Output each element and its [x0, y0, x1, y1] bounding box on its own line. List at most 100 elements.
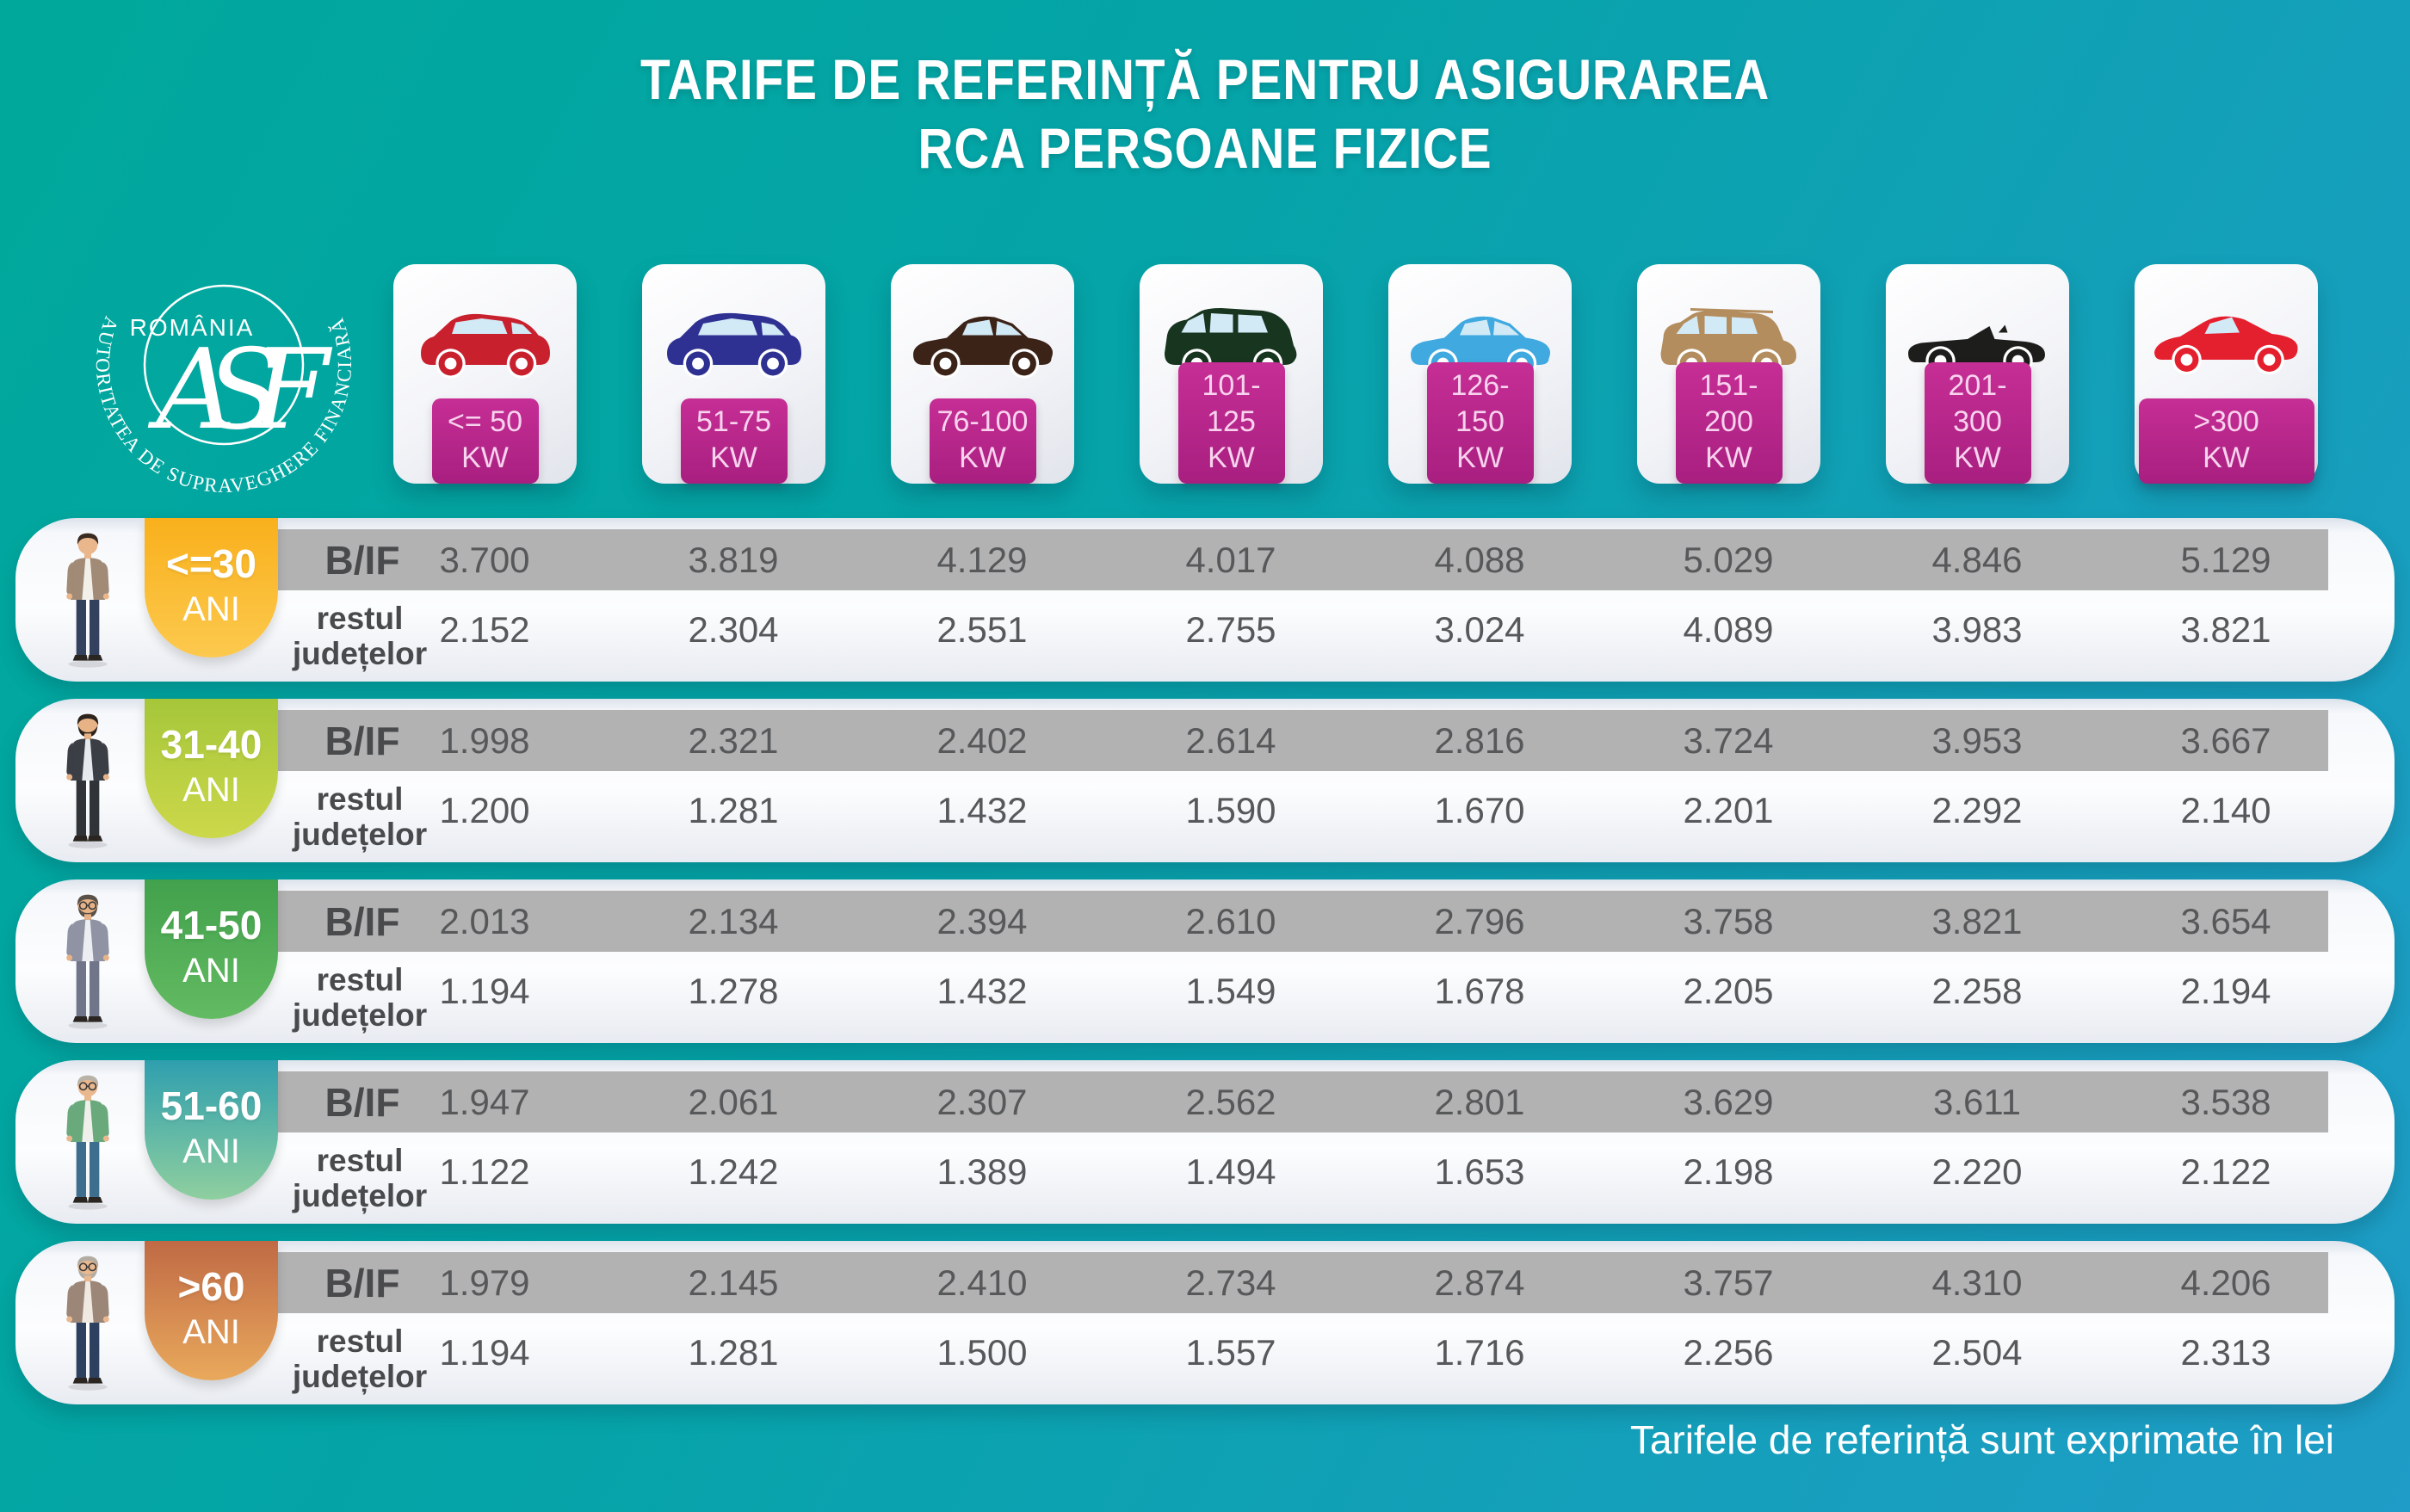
bif-value: 4.129 [936, 540, 1028, 580]
bif-label: B/IF [324, 718, 400, 763]
power-unit-label: KW [1705, 441, 1752, 474]
rest-label-line-1: restul [316, 781, 404, 817]
bif-gray-band [276, 1252, 2328, 1313]
age-unit-label: ANI [182, 952, 240, 990]
age-range-label: 41-50 [160, 903, 263, 947]
age-badge: 31-40 ANI [145, 699, 278, 838]
bif-value: 2.562 [1185, 1082, 1276, 1122]
bif-value: 3.700 [439, 540, 530, 580]
bif-value: 2.061 [688, 1082, 779, 1122]
age-row-4: 51-60 ANI B/IF restul județelor 1.947 1.122 2.0… [15, 1060, 2395, 1224]
vehicle-tile-4: 101-125 KW [1140, 264, 1323, 484]
restul-value: 1.281 [688, 1332, 779, 1373]
person-figure [66, 533, 109, 668]
rest-label: restul județelor [272, 1143, 448, 1213]
power-range-label: 76-100 [936, 405, 1029, 438]
restul-value: 3.983 [1931, 609, 2023, 650]
restul-value: 1.432 [936, 790, 1028, 830]
age-row-2: 31-40 ANI B/IF restul județelor 1.998 1.200 2.3… [15, 699, 2395, 862]
bif-value: 3.667 [2180, 720, 2271, 761]
power-unit-label: KW [959, 441, 1006, 474]
restul-value: 1.432 [936, 971, 1028, 1011]
power-range-badge: 201-300 KW [1924, 362, 2031, 484]
age-row-1: <=30 ANI B/IF restul județelor 3.700 2.152 3.81… [15, 518, 2395, 682]
person-illustration [53, 1069, 122, 1219]
restul-value: 2.755 [1185, 609, 1276, 650]
bif-value: 2.610 [1185, 901, 1276, 941]
bif-label: B/IF [324, 537, 400, 583]
power-unit-label: KW [710, 441, 757, 474]
rest-label-line-2: județelor [292, 817, 428, 852]
bif-value: 1.979 [439, 1262, 530, 1303]
power-range-badge: 126-150 KW [1426, 362, 1534, 484]
restul-value: 2.198 [1683, 1151, 1774, 1192]
vehicle-tile-3: 76-100 KW [891, 264, 1074, 484]
restul-value: 2.122 [2180, 1151, 2271, 1192]
bif-value: 2.796 [1434, 901, 1525, 941]
rest-label-line-2: județelor [292, 1178, 428, 1213]
bif-value: 2.307 [936, 1082, 1028, 1122]
restul-value: 1.278 [688, 971, 779, 1011]
vehicle-tile-1: <= 50 KW [393, 264, 577, 484]
vehicle-tile-6: 151-200 KW [1637, 264, 1820, 484]
restul-value: 2.258 [1931, 971, 2023, 1011]
bif-value: 3.821 [1931, 901, 2023, 941]
restul-value: 1.194 [439, 1332, 530, 1373]
logo-country-label: ROMÂNIA [130, 314, 255, 341]
restul-value: 1.590 [1185, 790, 1276, 830]
age-unit-label: ANI [182, 590, 240, 628]
rest-label-line-1: restul [316, 962, 404, 997]
restul-value: 1.389 [936, 1151, 1028, 1192]
power-range-badge: <= 50 KW [431, 398, 539, 484]
age-range-label: 31-40 [160, 722, 263, 767]
person-figure [66, 894, 109, 1029]
age-badge: 51-60 ANI [145, 1060, 278, 1200]
restul-value: 2.220 [1931, 1151, 2023, 1192]
power-unit-label: KW [2203, 441, 2250, 474]
restul-value: 1.653 [1434, 1151, 1525, 1192]
car-icon-crossover [666, 312, 801, 379]
title-line-1: TARIFE DE REFERINȚĂ PENTRU ASIGURAREA [640, 47, 1770, 111]
age-unit-label: ANI [182, 1132, 240, 1170]
rest-label: restul județelor [272, 962, 448, 1033]
rest-label-line-1: restul [316, 601, 404, 636]
vehicle-tile-5: 126-150 KW [1388, 264, 1572, 484]
person-illustration [53, 527, 122, 677]
power-range-badge: 101-125 KW [1177, 362, 1285, 484]
bif-value: 4.310 [1931, 1262, 2023, 1303]
bif-value: 3.654 [2180, 901, 2271, 941]
person-illustration [53, 707, 122, 858]
power-range-label: 51-75 [696, 405, 771, 438]
restul-value: 2.152 [439, 609, 530, 650]
age-range-label: >60 [177, 1264, 245, 1309]
restul-value: 1.200 [439, 790, 530, 830]
rest-label-line-2: județelor [292, 636, 428, 671]
restul-value: 2.256 [1683, 1332, 1774, 1373]
power-range-label: 151-200 [1699, 369, 1758, 438]
restul-value: 1.500 [936, 1332, 1028, 1373]
power-range-badge: 76-100 KW [929, 398, 1036, 484]
bif-value: 4.088 [1434, 540, 1525, 580]
restul-value: 2.140 [2180, 790, 2271, 830]
restul-value: 1.494 [1185, 1151, 1276, 1192]
bif-value: 2.134 [688, 901, 779, 941]
rest-label: restul județelor [272, 1324, 448, 1394]
rest-label-line-1: restul [316, 1324, 404, 1359]
vehicle-tile-8: >300 KW [2135, 264, 2318, 484]
rest-label: restul județelor [272, 781, 448, 852]
footer-note: Tarifele de referință sunt exprimate în … [1629, 1417, 2334, 1462]
rest-label-line-1: restul [316, 1143, 404, 1178]
bif-value: 3.629 [1683, 1082, 1774, 1122]
bif-label: B/IF [324, 1079, 400, 1125]
person-illustration [53, 1250, 122, 1400]
power-unit-label: KW [1208, 441, 1255, 474]
page-title: TARIFE DE REFERINȚĂ PENTRU ASIGURAREA RC… [169, 45, 2241, 182]
vehicle-tile-7: 201-300 KW [1886, 264, 2069, 484]
restul-value: 1.122 [439, 1151, 530, 1192]
bif-value: 2.734 [1185, 1262, 1276, 1303]
age-row-5: >60 ANI B/IF restul județelor 1.979 1.194 2.145… [15, 1241, 2395, 1404]
restul-value: 2.201 [1683, 790, 1774, 830]
age-unit-label: ANI [182, 1313, 240, 1351]
restul-value: 2.304 [688, 609, 779, 650]
